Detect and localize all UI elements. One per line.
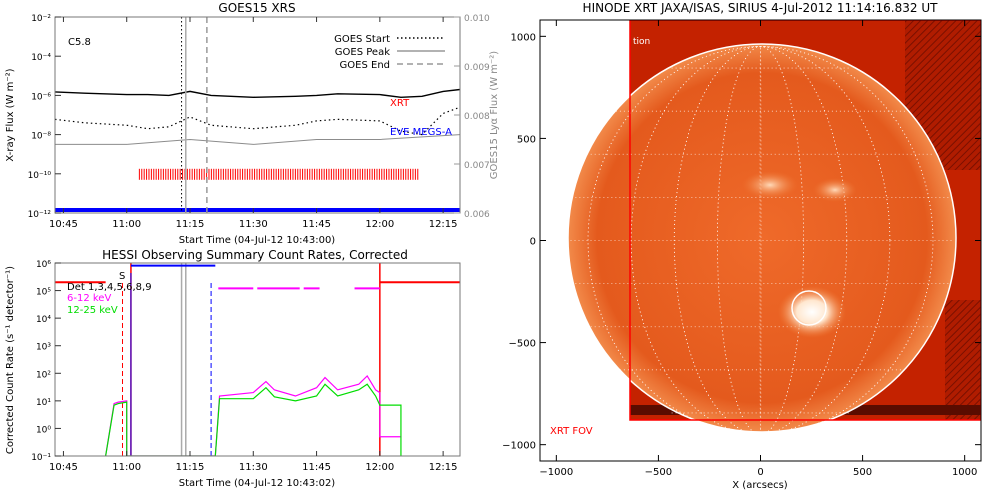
image-x-tick-label: 0 [757, 467, 763, 478]
legend-goes-start: GOES Start [334, 34, 390, 45]
goes-y-tick-label: 10⁻¹⁰ [28, 171, 52, 181]
image-x-axis: −1000 −500 0 500 1000 [539, 20, 977, 478]
hessi-title: HESSI Observing Summary Count Rates, Cor… [102, 248, 408, 262]
hessi-x-tick-label: 11:45 [302, 462, 331, 473]
solar-image: tion [540, 20, 981, 461]
hessi-y-tick-label: 10⁵ [36, 288, 51, 298]
image-x-tick-label: −500 [645, 467, 672, 478]
legend-goes-end: GOES End [340, 60, 390, 71]
goes-x-tick-label: 12:00 [365, 219, 394, 230]
goes-y-axis: 10⁻¹² 10⁻¹⁰ 10⁻⁸ 10⁻⁶ 10⁻⁴ 10⁻² [28, 14, 61, 220]
hessi-low-energy-line [105, 374, 401, 456]
image-x-tick-label: 1000 [952, 467, 977, 478]
goes-y2-label: GOES15 Lyα Flux (W m⁻²) [489, 51, 500, 179]
image-y-tick-label: −500 [509, 339, 536, 350]
goes-y2-tick-label: 0.006 [464, 210, 490, 220]
hessi-y-tick-label: 10⁴ [36, 315, 51, 325]
longitude-line [587, 46, 934, 435]
xrt-image-panel: HINODE XRT JAXA/ISAS, SIRIUS 4-Jul-2012 … [502, 1, 982, 491]
hessi-y-tick-label: 10³ [36, 343, 51, 353]
image-y-tick-label: 0 [530, 237, 536, 248]
image-y-tick-label: 1000 [511, 32, 536, 43]
goes-legend: GOES Start GOES Peak GOES End [334, 34, 445, 71]
hessi-y-label: Corrected Count Rate (s⁻¹ detector⁻¹) [5, 266, 16, 454]
goes-curves [55, 88, 460, 212]
hessi-x-tick-label: 12:15 [429, 462, 458, 473]
goes-y2-axis: 0.006 0.007 0.008 0.009 0.010 [454, 14, 490, 220]
xrt-fov-label: XRT FOV [550, 426, 593, 437]
hessi-curves [55, 263, 460, 456]
goes-y2-tick-label: 0.008 [464, 112, 490, 122]
eve-label: EVE MEGS-A [390, 127, 452, 138]
goes-long-channel-line [55, 88, 460, 99]
goes-x-label: Start Time (04-Jul-12 10:43:00) [179, 235, 336, 246]
flare-region [778, 286, 846, 338]
goes-x-tick-label: 11:00 [112, 219, 141, 230]
hessi-plot-frame [54, 262, 461, 457]
hessi-flag-letter: S [119, 271, 125, 282]
hessi-y-tick-label: 10⁰ [36, 425, 51, 435]
goes-y-tick-label: 10⁻⁸ [31, 132, 51, 142]
hessi-x-tick-label: 11:30 [239, 462, 268, 473]
active-region-northeast [813, 178, 857, 202]
goes-panel: GOES15 XRS 10:45 11:00 11:15 11:30 11:45 12:0… [5, 1, 500, 246]
goes-x-tick-label: 10:45 [49, 219, 78, 230]
solar-disk [567, 43, 957, 433]
goes-y-tick-label: 10⁻⁶ [31, 92, 51, 102]
hessi-y-tick-label: 10⁻¹ [31, 453, 51, 463]
hessi-x-tick-label: 12:00 [365, 462, 394, 473]
xrt-label: XRT [390, 98, 410, 109]
hessi-x-tick-label: 11:00 [112, 462, 141, 473]
goes-lyman-alpha-line [55, 134, 460, 145]
flare-class-label: C5.8 [68, 37, 91, 48]
hessi-x-tick-label: 10:45 [49, 462, 78, 473]
hessi-y-tick-label: 10² [36, 370, 51, 380]
hessi-panel: HESSI Observing Summary Count Rates, Cor… [5, 248, 461, 489]
corner-text: tion [633, 37, 650, 47]
goes-y-tick-label: 10⁻² [31, 14, 51, 24]
hessi-x-tick-label: 11:15 [176, 462, 205, 473]
image-x-label: X (arcsecs) [732, 480, 788, 491]
goes-x-axis: 10:45 11:00 11:15 11:30 11:45 12:00 12:15 [49, 17, 458, 230]
goes-y2-tick-label: 0.009 [464, 63, 490, 73]
xrt-image-title: HINODE XRT JAXA/ISAS, SIRIUS 4-Jul-2012 … [583, 1, 939, 15]
goes-overlays [181, 17, 208, 213]
hessi-y-axis: 10⁻¹ 10⁰ 10¹ 10² 10³ 10⁴ 10⁵ 10⁶ [31, 260, 61, 463]
fov-hatched-edge [945, 300, 981, 420]
hessi-x-label: Start Time (04-Jul-12 10:43:02) [179, 478, 336, 489]
active-region-north [742, 171, 798, 199]
hessi-high-energy-line [105, 383, 402, 456]
hessi-x-axis: 10:45 11:00 11:15 11:30 11:45 12:00 12:15 [49, 451, 458, 473]
hessi-det-label: Det 1,3,4,5,6,8,9 [67, 282, 152, 293]
legend-goes-peak: GOES Peak [335, 47, 390, 58]
goes-x-tick-label: 12:15 [429, 219, 458, 230]
goes-y2-tick-label: 0.010 [464, 14, 490, 24]
flare-circle [791, 290, 827, 326]
hessi-high-label: 12-25 keV [67, 305, 118, 316]
hessi-y-tick-label: 10¹ [36, 398, 51, 408]
image-x-tick-label: 500 [853, 467, 872, 478]
goes-x-tick-label: 11:15 [176, 219, 205, 230]
goes-title: GOES15 XRS [218, 1, 295, 15]
longitude-line [759, 46, 762, 435]
longitude-line [630, 46, 891, 435]
image-y-tick-label: 500 [517, 134, 536, 145]
goes-y-tick-label: 10⁻⁴ [31, 53, 51, 63]
goes-y-label: X-ray Flux (W m⁻²) [5, 68, 16, 161]
xrt-fov-box [629, 20, 981, 421]
hessi-low-label: 6-12 keV [67, 293, 111, 304]
goes-y2-tick-label: 0.007 [464, 161, 490, 171]
goes-plot-frame [54, 16, 461, 214]
solar-grid [566, 46, 955, 435]
goes-x-tick-label: 11:45 [302, 219, 331, 230]
goes-y-tick-label: 10⁻¹² [28, 210, 52, 220]
image-y-axis: 1000 500 0 −500 −1000 [502, 32, 981, 452]
image-y-tick-label: −1000 [502, 441, 536, 452]
image-x-tick-label: −1000 [539, 467, 573, 478]
goes-x-tick-label: 11:30 [239, 219, 268, 230]
hessi-y-tick-label: 10⁶ [36, 260, 51, 270]
